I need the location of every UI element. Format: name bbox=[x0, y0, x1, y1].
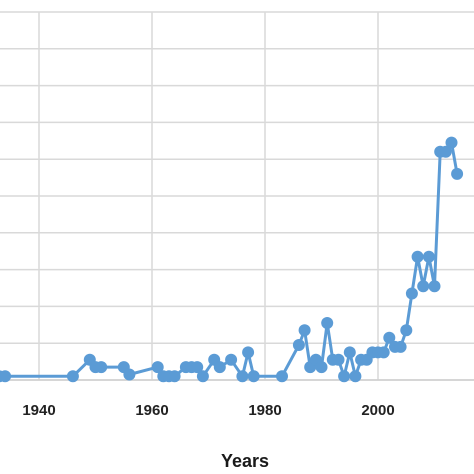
data-point bbox=[168, 370, 181, 383]
data-point bbox=[343, 346, 356, 359]
data-point bbox=[298, 324, 311, 337]
x-tick-label: 1960 bbox=[135, 402, 168, 419]
data-point bbox=[236, 370, 249, 383]
x-tick-labels: 1940 1960 1980 2000 bbox=[22, 402, 394, 419]
data-point bbox=[428, 280, 441, 293]
data-point bbox=[321, 317, 334, 329]
data-point bbox=[315, 361, 328, 374]
data-point bbox=[394, 340, 407, 353]
data-point bbox=[151, 361, 164, 374]
data-point bbox=[242, 346, 255, 359]
data-point bbox=[411, 250, 424, 263]
data-point bbox=[400, 324, 413, 337]
data-point bbox=[247, 370, 260, 383]
data-point bbox=[0, 370, 12, 383]
data-point bbox=[439, 145, 452, 158]
data-point bbox=[95, 361, 108, 374]
data-point bbox=[276, 370, 288, 383]
data-point bbox=[349, 370, 362, 383]
data-point bbox=[377, 346, 390, 359]
data-point bbox=[191, 361, 204, 374]
data-point bbox=[332, 353, 345, 366]
data-point bbox=[213, 361, 226, 374]
x-tick-label: 1980 bbox=[248, 402, 281, 419]
data-point bbox=[123, 368, 136, 381]
series-group bbox=[0, 136, 464, 383]
data-point bbox=[338, 370, 351, 383]
grid bbox=[0, 11, 474, 381]
data-point bbox=[405, 287, 418, 300]
data-point bbox=[292, 339, 305, 351]
x-tick-label: 2000 bbox=[361, 402, 394, 419]
data-point bbox=[66, 370, 79, 383]
x-tick-label: 1940 bbox=[22, 402, 55, 419]
data-point bbox=[417, 280, 430, 293]
data-point bbox=[196, 370, 209, 383]
data-point bbox=[383, 331, 396, 344]
data-point bbox=[445, 136, 458, 149]
data-point bbox=[225, 353, 238, 366]
data-point bbox=[422, 250, 435, 263]
data-point bbox=[451, 167, 464, 180]
x-axis-title: Years bbox=[221, 451, 269, 471]
